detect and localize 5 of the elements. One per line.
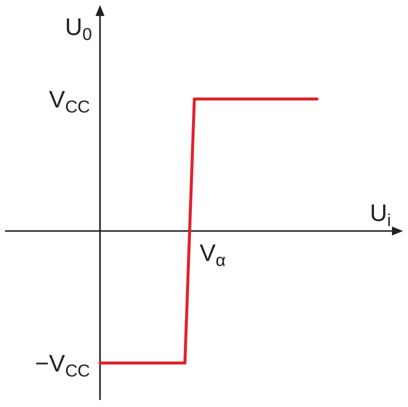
text: −V$_{CC}$ — [35, 350, 90, 380]
annotation: V$_{α}$ — [200, 240, 226, 270]
x-axis-title: U$_{i}$ — [370, 200, 391, 230]
y-axis-title: U$_{0}$ — [65, 14, 92, 44]
text: V$_{CC}$ — [49, 86, 90, 116]
